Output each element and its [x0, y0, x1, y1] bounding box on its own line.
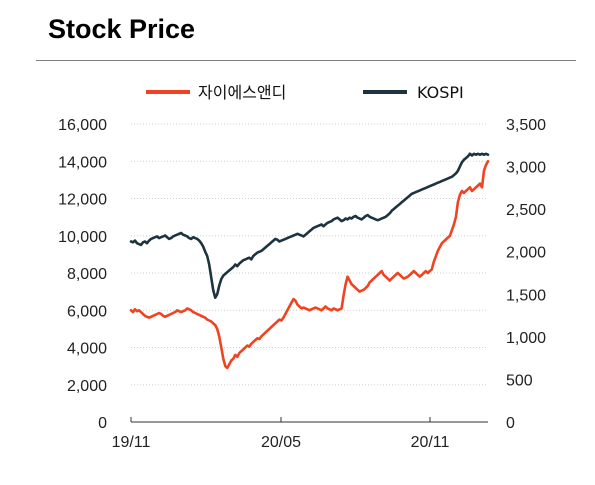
right-y-tick-label: 3,500	[506, 117, 546, 134]
left-y-tick-label: 0	[98, 415, 107, 432]
x-tick-label: 19/11	[112, 434, 151, 451]
left-y-tick-label: 10,000	[58, 229, 107, 246]
left-y-tick-label: 4,000	[67, 341, 107, 358]
x-ticks: 19/11 20/05 20/11	[112, 417, 450, 451]
legend-label: 자이에스앤디	[198, 83, 286, 102]
left-y-tick-label: 12,000	[58, 192, 107, 209]
x-tick-label: 20/11	[411, 434, 450, 451]
left-y-ticks: 0 2,000 4,000 6,000 8,000 10,000 12,000 14,000 1…	[58, 117, 107, 432]
series-line-kospi	[129, 152, 490, 300]
right-y-tick-label: 1,500	[506, 287, 546, 304]
x-tick-label: 20/05	[261, 434, 301, 451]
gridlines	[131, 123, 488, 386]
series-lines	[129, 152, 490, 370]
series-line-stock	[129, 160, 490, 370]
right-y-tick-label: 3,000	[506, 160, 546, 177]
left-y-tick-label: 14,000	[58, 154, 107, 171]
title-divider	[36, 60, 576, 61]
left-y-tick-label: 2,000	[67, 378, 107, 395]
right-y-tick-label: 500	[506, 372, 533, 389]
legend-label: KOSPI	[417, 83, 464, 102]
left-y-tick-label: 16,000	[58, 117, 107, 134]
right-y-tick-label: 1,000	[506, 330, 546, 347]
legend: 자이에스앤디 KOSPI	[146, 83, 464, 102]
left-y-tick-label: 8,000	[67, 266, 107, 283]
right-y-ticks: 0 500 1,000 1,500 2,000 2,500 3,000 3,500	[506, 117, 546, 432]
right-y-tick-label: 2,500	[506, 202, 546, 219]
left-y-tick-label: 6,000	[67, 303, 107, 320]
right-y-tick-label: 0	[506, 415, 515, 432]
right-y-tick-label: 2,000	[506, 245, 546, 262]
chart-title: Stock Price	[48, 14, 196, 44]
